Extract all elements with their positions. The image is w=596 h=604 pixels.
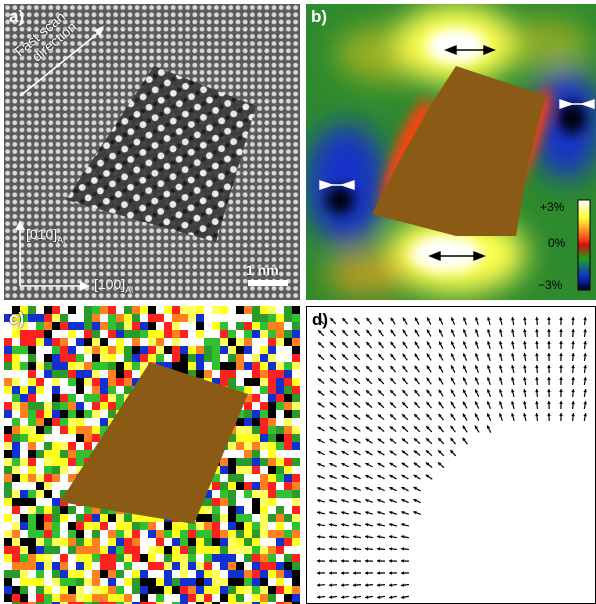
precipitate-region — [66, 66, 256, 242]
axis-label-010: [010]Al — [26, 226, 66, 245]
displacement-vector-field — [316, 316, 587, 599]
panel-a-hrtem-image: a) Fast scan direction [010]Al [100]Al 1… — [4, 4, 300, 300]
strain-map — [306, 4, 596, 300]
panel-label-c: c) — [9, 309, 25, 328]
panel-c-pixel-map: c) — [4, 306, 300, 604]
precipitate-mask-b — [372, 66, 546, 236]
hrtem-lattice-image — [4, 4, 300, 300]
axis-label-100: [100]Al — [94, 276, 134, 295]
panel-label-a: a) — [9, 7, 25, 26]
pixel-strain-map — [4, 306, 300, 604]
panel-label-d: d) — [312, 310, 329, 329]
panel-d-vector-field: d) — [306, 306, 596, 604]
scale-bar-label: 1 nm — [246, 262, 279, 278]
precipitate-mask-c — [60, 362, 248, 524]
scale-bar — [248, 280, 288, 286]
colorbar-tick-low: −3% — [538, 278, 563, 292]
colorbar-tick-mid: 0% — [548, 236, 566, 250]
colorbar-tick-high: +3% — [540, 200, 565, 214]
panel-label-b: b) — [311, 7, 328, 26]
colorbar — [577, 199, 591, 291]
panel-b-strain-map: b) +3% 0% −3% — [306, 4, 596, 300]
